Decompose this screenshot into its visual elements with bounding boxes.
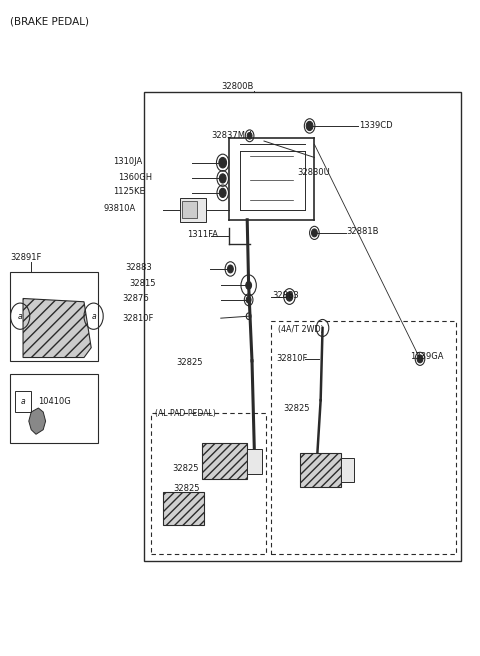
Bar (151, 413, 266, 554)
Text: (BRAKE PEDAL): (BRAKE PEDAL) (10, 16, 89, 26)
Bar (247, 449, 262, 474)
Text: 32891F: 32891F (11, 253, 42, 262)
Text: 32825: 32825 (177, 358, 203, 367)
Text: 1311FA: 1311FA (187, 230, 218, 239)
Bar (341, 458, 354, 482)
Text: 32883: 32883 (273, 291, 300, 300)
Circle shape (312, 229, 317, 237)
Bar (144, 92, 461, 561)
Text: 32883: 32883 (125, 263, 152, 272)
Polygon shape (23, 298, 91, 358)
Text: 32825: 32825 (283, 404, 310, 413)
Circle shape (247, 133, 252, 139)
Text: (4A/T 2WD): (4A/T 2WD) (278, 325, 324, 334)
Text: 32810F: 32810F (276, 354, 307, 363)
Bar (202, 443, 247, 479)
Circle shape (246, 297, 251, 303)
Text: 1125KE: 1125KE (113, 187, 144, 196)
Circle shape (219, 174, 226, 183)
Text: 1339CD: 1339CD (359, 121, 393, 131)
Text: a: a (21, 397, 25, 406)
Text: 32830U: 32830U (298, 168, 330, 177)
Circle shape (228, 265, 233, 273)
Text: 32825: 32825 (172, 464, 198, 473)
Text: 32881B: 32881B (347, 227, 379, 236)
Bar (10, 272, 98, 361)
Text: 32810F: 32810F (122, 314, 154, 323)
Bar (271, 321, 456, 554)
Text: a: a (18, 312, 23, 321)
Text: a: a (91, 312, 96, 321)
Text: 10410G: 10410G (38, 397, 71, 406)
Text: 1360GH: 1360GH (118, 173, 152, 182)
Circle shape (286, 292, 293, 301)
Bar (182, 201, 197, 218)
Bar (163, 492, 204, 525)
Circle shape (219, 188, 226, 197)
Circle shape (306, 121, 313, 131)
Text: 32837M: 32837M (211, 131, 245, 140)
Bar (15, 391, 31, 412)
Text: 93810A: 93810A (103, 204, 135, 213)
Text: 1339GA: 1339GA (410, 352, 444, 361)
Circle shape (417, 355, 423, 363)
Text: (AL PAD PEDAL): (AL PAD PEDAL) (155, 409, 216, 418)
Circle shape (219, 157, 227, 168)
Text: 32876: 32876 (122, 294, 149, 303)
Bar (300, 453, 341, 487)
Text: 32825: 32825 (173, 484, 199, 493)
Text: 32800B: 32800B (221, 82, 253, 91)
Bar (10, 374, 98, 443)
Text: 32815: 32815 (130, 279, 156, 288)
Polygon shape (29, 408, 46, 434)
Bar (180, 198, 206, 222)
Circle shape (246, 281, 252, 289)
Text: 1310JA: 1310JA (113, 157, 142, 166)
